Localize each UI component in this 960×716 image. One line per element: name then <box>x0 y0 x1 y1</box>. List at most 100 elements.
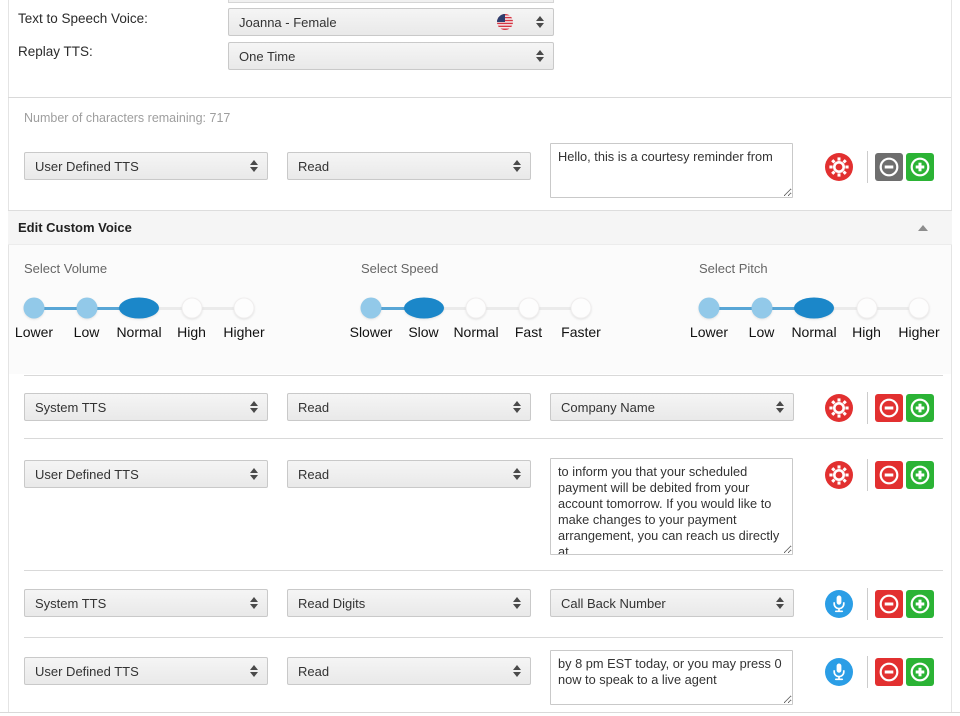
slider-dot[interactable] <box>856 297 877 319</box>
minus-circle-icon[interactable] <box>875 461 903 489</box>
row3-source-value: User Defined TTS <box>35 466 139 482</box>
slider-dot[interactable] <box>76 297 97 319</box>
select-stepper-icon <box>513 597 521 609</box>
minus-circle-icon[interactable] <box>875 394 903 422</box>
slider-dot[interactable] <box>794 297 834 319</box>
slider-dot[interactable] <box>119 297 159 319</box>
panel-left-border <box>8 0 9 712</box>
slider-option[interactable]: Faster <box>561 324 601 340</box>
row2-variable-select[interactable]: Company Name <box>550 393 794 421</box>
row3-tts-textarea[interactable]: to inform you that your scheduled paymen… <box>550 458 793 555</box>
slider-dot[interactable] <box>181 297 202 319</box>
select-stepper-icon <box>250 597 258 609</box>
pitch-slider: Select Pitch Lower Low Normal High Highe… <box>690 261 944 342</box>
row1-action-select[interactable]: Read <box>287 152 531 180</box>
row2-source-value: System TTS <box>35 399 107 415</box>
panel-right-border <box>951 0 952 712</box>
tts-voice-select[interactable]: Joanna - Female <box>228 8 554 36</box>
edit-custom-voice-header[interactable]: Edit Custom Voice <box>8 210 952 245</box>
settings-icon[interactable] <box>825 394 853 422</box>
plus-circle-icon[interactable] <box>906 590 934 618</box>
row2-source-select[interactable]: System TTS <box>24 393 268 421</box>
plus-circle-icon[interactable] <box>906 153 934 181</box>
microphone-icon[interactable] <box>825 590 853 618</box>
row4-variable-select[interactable]: Call Back Number <box>550 589 794 617</box>
slider-option[interactable]: Slow <box>408 324 439 340</box>
select-stepper-icon <box>250 468 258 480</box>
slider-option[interactable]: Normal <box>453 324 499 340</box>
slider-dot[interactable] <box>233 297 255 319</box>
plus-circle-icon[interactable] <box>906 394 934 422</box>
speed-slider-options: Slower Slow Normal Fast Faster <box>350 324 606 342</box>
row4-action-select[interactable]: Read Digits <box>287 589 531 617</box>
plus-circle-icon[interactable] <box>906 461 934 489</box>
select-stepper-icon <box>513 160 521 172</box>
settings-icon[interactable] <box>825 153 853 181</box>
divider <box>867 392 868 424</box>
slider-dot[interactable] <box>908 297 930 319</box>
slider-option[interactable]: High <box>852 324 881 340</box>
slider-dot[interactable] <box>518 297 539 319</box>
row1-source-select[interactable]: User Defined TTS <box>24 152 268 180</box>
clipped-dropdown-above <box>228 0 554 3</box>
row2-action-select[interactable]: Read <box>287 393 531 421</box>
slider-option[interactable]: High <box>177 324 206 340</box>
replay-tts-select[interactable]: One Time <box>228 42 554 70</box>
row4-variable-value: Call Back Number <box>561 595 666 611</box>
select-stepper-icon <box>513 468 521 480</box>
divider <box>24 438 943 439</box>
row1-action-value: Read <box>298 158 330 174</box>
row5-source-value: User Defined TTS <box>35 663 139 679</box>
slider-option[interactable]: Fast <box>514 324 543 340</box>
row5-tts-textarea[interactable]: by 8 pm EST today, or you may press 0 no… <box>550 650 793 705</box>
slider-option[interactable]: Normal <box>791 324 837 340</box>
slider-option[interactable]: Lower <box>689 324 729 340</box>
characters-remaining: Number of characters remaining: 717 <box>24 111 231 125</box>
minus-circle-icon[interactable] <box>875 153 903 181</box>
settings-icon[interactable] <box>825 461 853 489</box>
select-stepper-icon <box>250 401 258 413</box>
slider-dot[interactable] <box>465 297 487 319</box>
slider-option[interactable]: Slower <box>349 324 393 340</box>
slider-dot[interactable] <box>360 297 382 319</box>
tts-voice-value: Joanna - Female <box>239 14 337 30</box>
select-stepper-icon <box>776 597 784 609</box>
select-stepper-icon <box>513 665 521 677</box>
select-stepper-icon <box>250 160 258 172</box>
row1-tts-textarea[interactable]: Hello, this is a courtesy reminder from <box>550 143 793 198</box>
slider-dot[interactable] <box>570 297 592 319</box>
row5-action-select[interactable]: Read <box>287 657 531 685</box>
row3-action-select[interactable]: Read <box>287 460 531 488</box>
plus-circle-icon[interactable] <box>906 658 934 686</box>
slider-dot[interactable] <box>698 297 720 319</box>
volume-slider-track[interactable] <box>23 297 269 319</box>
slider-dot[interactable] <box>403 297 444 319</box>
minus-circle-icon[interactable] <box>875 590 903 618</box>
pitch-slider-options: Lower Low Normal High Higher <box>690 324 944 342</box>
row4-source-select[interactable]: System TTS <box>24 589 268 617</box>
divider <box>867 588 868 620</box>
minus-circle-icon[interactable] <box>875 658 903 686</box>
slider-option[interactable]: Lower <box>14 324 54 340</box>
volume-slider-options: Lower Low Normal High Higher <box>15 324 269 342</box>
pitch-slider-track[interactable] <box>698 297 944 319</box>
slider-option[interactable]: Low <box>73 324 100 340</box>
speed-slider-track[interactable] <box>360 297 606 319</box>
divider <box>8 97 951 98</box>
row5-source-select[interactable]: User Defined TTS <box>24 657 268 685</box>
slider-option[interactable]: Higher <box>223 324 265 340</box>
row3-source-select[interactable]: User Defined TTS <box>24 460 268 488</box>
select-stepper-icon <box>513 401 521 413</box>
slider-option[interactable]: Normal <box>116 324 162 340</box>
slider-option[interactable]: Higher <box>898 324 940 340</box>
tts-voice-label: Text to Speech Voice: <box>18 11 148 26</box>
select-stepper-icon <box>776 401 784 413</box>
slider-dot[interactable] <box>23 297 45 319</box>
slider-dot[interactable] <box>751 297 772 319</box>
row4-source-value: System TTS <box>35 595 107 611</box>
chevron-up-icon[interactable] <box>918 224 928 231</box>
speed-slider-label: Select Speed <box>361 261 439 276</box>
slider-option[interactable]: Low <box>748 324 775 340</box>
row4-action-value: Read Digits <box>298 595 366 611</box>
microphone-icon[interactable] <box>825 658 853 686</box>
